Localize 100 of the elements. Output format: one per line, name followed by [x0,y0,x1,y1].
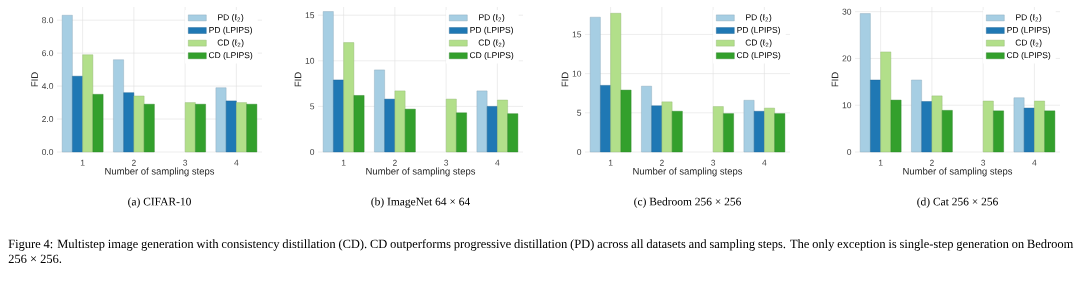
x-tick-label: 3 [183,159,188,166]
bar [743,100,755,153]
bar [333,79,344,153]
bar [589,16,601,153]
text: (a) CIFAR-10 [128,197,191,208]
x-tick-label: 3 [711,159,716,166]
bar [641,85,652,153]
bar [723,113,734,153]
bar [982,100,994,153]
bar [993,110,1004,153]
bar [343,42,355,153]
bar [236,102,247,153]
bar [753,111,765,153]
legend-label: CD (ℓ$_{2}$) [1015,39,1042,48]
y-tick-label: 20 [842,55,852,62]
y-tick-label: 4.0 [41,83,54,90]
x-tick-label: 4 [762,159,767,166]
bar [215,87,227,153]
bar [712,106,724,153]
y-tick-label: 2.0 [42,116,54,123]
y-axis-title: FID [831,72,839,87]
y-tick-label: 15 [305,12,315,19]
bar [394,90,406,153]
x-tick-label: 4 [1032,159,1037,166]
legend-label: PD (ℓ$_{2}$) [1016,14,1042,22]
x-tick-label: 1 [878,159,883,166]
y-tick-label: 0.0 [42,149,54,155]
legend-label: PD (ℓ$_{2}$) [218,14,244,22]
legend-label: PD (LPIPS) [209,26,252,35]
bar [651,105,663,153]
bar [774,113,786,153]
bar [82,54,94,153]
text: (d) Cat 256 × 256 [917,197,998,208]
y-tick-label: 10 [572,70,582,77]
x-tick-label: 1 [341,159,346,166]
y-tick-label: 8.0 [42,17,54,24]
legend-label: PD (LPIPS) [737,26,780,35]
y-tick-label: 30 [842,8,852,15]
bar [353,95,365,153]
bar [246,104,258,153]
x-tick-label: 1 [608,159,613,166]
caption: Figure 4: Multistep image generation with consistency distillation (CD). CD outperforms progressive distillation (PD) across all datasets and sampling steps. The only exception is single-step generation on Bedroom 256 × 256. [8,239,1074,264]
bar [921,101,933,153]
legend-label: CD (LPIPS) [208,51,253,60]
bar [374,69,385,153]
bar [661,101,673,153]
x-axis-title: Number of sampling steps [105,167,215,177]
y-axis-title: FID [294,72,302,87]
x-tick-label: 2 [131,159,136,166]
y-tick-label: 6.0 [42,50,54,57]
y-tick-label: 5 [577,109,582,116]
bar [225,100,237,153]
bar [476,90,488,153]
x-tick-label: 2 [659,159,664,166]
legend-label: PD (LPIPS) [470,26,513,35]
text: (c) Bedroom 256 × 256 [634,197,741,208]
bar [931,95,943,153]
bar [113,59,124,153]
bar [1013,97,1025,153]
bar [72,76,83,153]
bar [1034,100,1045,153]
x-tick-label: 4 [495,159,500,166]
y-axis-title: FID [561,72,569,87]
bar [600,85,611,153]
y-tick-label: 10 [842,102,852,109]
y-tick-label: 5 [310,103,315,110]
legend-label: CD (LPIPS) [736,51,781,60]
x-tick-label: 3 [444,159,449,166]
bar [143,104,155,153]
bar [880,51,892,153]
bar [123,92,135,153]
legend-label: CD (ℓ$_{2}$) [745,39,772,48]
bar [133,95,145,153]
x-tick-label: 3 [981,159,986,166]
bar [404,108,416,153]
legend-label: PD (ℓ$_{2}$) [479,14,505,22]
bar [507,113,519,153]
y-tick-label: 15 [572,31,582,38]
bar [61,15,73,153]
x-tick-label: 2 [929,159,934,166]
y-tick-label: 10 [305,57,315,64]
bar [1044,110,1056,153]
y-tick-label: 0 [310,149,315,155]
x-tick-label: 1 [80,159,85,166]
x-tick-label: 2 [392,159,397,166]
bar [620,89,632,153]
x-tick-label: 4 [234,159,239,166]
bar [92,94,104,153]
bar [859,13,871,153]
legend-label: PD (LPIPS) [1007,26,1050,35]
x-axis-title: Number of sampling steps [903,167,1013,177]
bar [497,99,508,153]
x-axis-title: Number of sampling steps [633,167,743,177]
bar [911,79,922,153]
bar [941,110,953,153]
y-tick-label: 0 [847,149,852,155]
text: (b) ImageNet 64 × 64 [371,197,471,208]
y-axis-title: FID [31,72,38,87]
bar [195,104,206,153]
x-axis-title: Number of sampling steps [366,167,476,177]
